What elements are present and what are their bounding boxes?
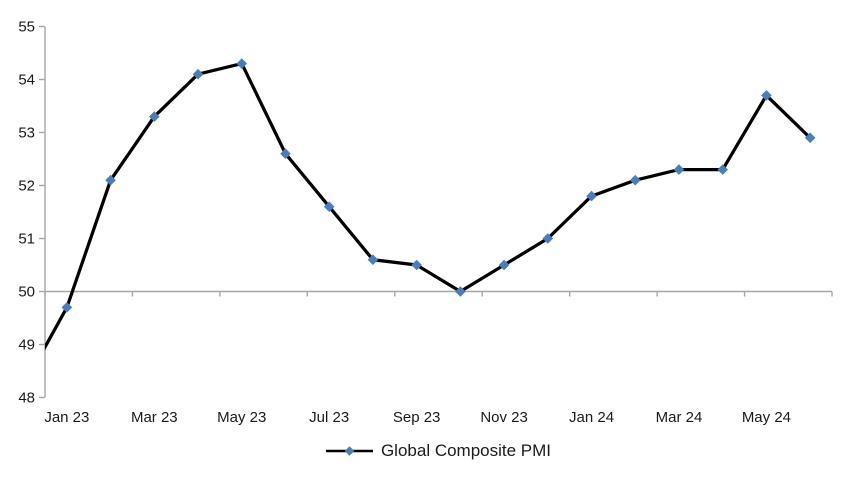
y-axis-tick-label: 55 [18, 19, 35, 36]
x-axis-tick-label: Jul 23 [309, 409, 349, 426]
data-point-marker [61, 302, 73, 313]
legend-line-marker-icon [325, 446, 373, 456]
x-axis-tick-label: Jan 24 [569, 409, 614, 426]
y-axis-tick-label: 52 [18, 178, 35, 195]
data-point-marker [411, 259, 422, 271]
y-axis-tick-label: 54 [18, 72, 35, 89]
y-axis-tick-label: 49 [18, 337, 35, 354]
x-axis-tick-label: Mar 24 [656, 409, 703, 426]
x-axis-tick-label: May 24 [742, 409, 791, 426]
x-axis-tick-label: Jan 23 [44, 409, 89, 426]
data-point-marker [629, 174, 641, 186]
data-point-marker [105, 174, 116, 186]
data-point-marker [236, 58, 248, 69]
y-axis-tick-label: 53 [18, 125, 35, 142]
data-point-marker [804, 132, 816, 144]
x-axis-tick-label: May 23 [217, 409, 266, 426]
data-point-marker [717, 164, 728, 175]
data-point-marker [323, 201, 335, 212]
data-point-marker [192, 68, 204, 80]
series-line [45, 61, 812, 351]
data-point-marker [542, 233, 554, 244]
y-axis-tick-label: 50 [18, 284, 35, 301]
legend-label: Global Composite PMI [380, 441, 552, 460]
data-point-marker [367, 254, 379, 265]
chart-legend: Global Composite PMI [45, 439, 832, 463]
y-axis-tick-label: 51 [18, 231, 35, 248]
data-point-marker [673, 164, 685, 175]
x-axis-tick-label: Mar 23 [131, 409, 178, 426]
data-point-marker [498, 259, 510, 271]
series-group [45, 58, 816, 351]
y-axis-tick-label: 48 [18, 390, 35, 407]
data-point-marker [455, 286, 466, 297]
data-point-marker [149, 111, 160, 122]
x-axis-tick-label: Sep 23 [393, 409, 441, 426]
x-axis-tick-label: Nov 23 [480, 409, 528, 426]
data-point-marker [761, 90, 772, 101]
data-point-marker [586, 190, 597, 202]
data-point-marker [280, 148, 291, 159]
